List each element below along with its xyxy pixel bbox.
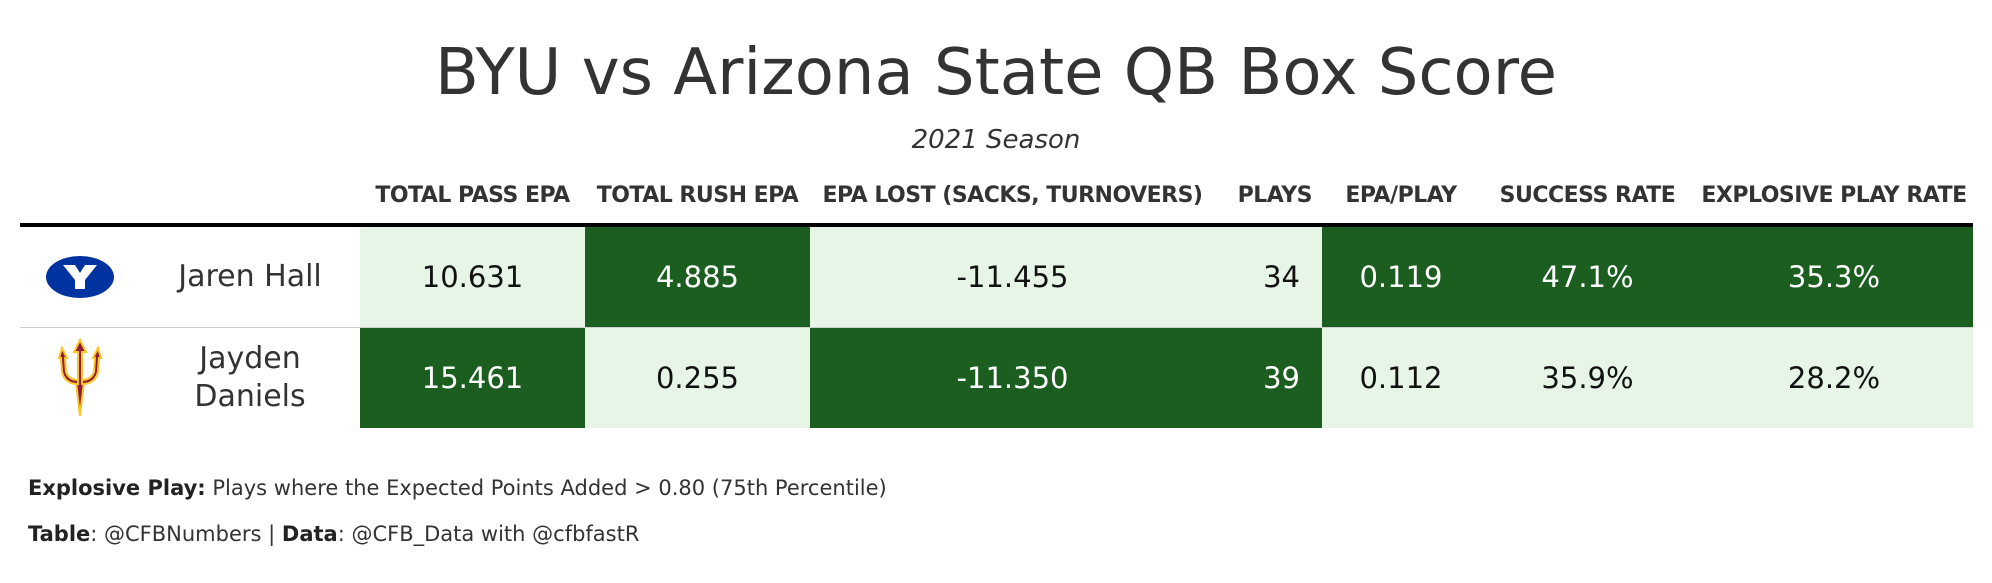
table-row: Jaren Hall 10.631 4.885 -11.455 34 0.119…: [20, 225, 1973, 328]
credits-data-value: : @CFB_Data with @cfbfastR: [337, 522, 640, 546]
header-epa-lost: EPA LOST (SACKS, TURNOVERS): [810, 180, 1215, 227]
player-name: Jayden Daniels: [194, 341, 306, 414]
team-logo-cell: [20, 328, 140, 429]
success-rate-cell: 35.9%: [1480, 327, 1695, 428]
player-name: Jaren Hall: [140, 225, 360, 328]
header-epa-per-play: EPA/PLAY: [1322, 180, 1480, 227]
header-total-pass-epa: TOTAL PASS EPA: [360, 180, 585, 227]
epa-lost-cell: -11.350: [810, 327, 1215, 428]
player-header: [140, 180, 360, 227]
credits-table-label: Table: [28, 522, 91, 546]
plays-cell: 39: [1215, 327, 1322, 428]
epa-lost-cell: -11.455: [810, 225, 1215, 328]
footnote-label: Explosive Play:: [28, 476, 206, 500]
success-rate-cell: 47.1%: [1480, 225, 1695, 328]
table-row: Jayden Daniels 15.461 0.255 -11.350 39 0…: [20, 327, 1973, 429]
footnote-text: Plays where the Expected Points Added > …: [205, 476, 887, 500]
pass-epa-cell: 15.461: [360, 327, 585, 428]
header-success-rate: SUCCESS RATE: [1480, 180, 1695, 227]
credits-data-label: Data: [281, 522, 338, 546]
logo-header: [20, 180, 140, 227]
rush-epa-cell: 4.885: [585, 225, 810, 328]
pass-epa-cell: 10.631: [360, 225, 585, 328]
rush-epa-cell: 0.255: [585, 327, 810, 428]
byu-logo-icon: [46, 256, 114, 298]
explosive-rate-cell: 35.3%: [1695, 225, 1973, 328]
epa-play-cell: 0.112: [1322, 327, 1480, 428]
header-row: TOTAL PASS EPA TOTAL RUSH EPA EPA LOST (…: [20, 180, 1973, 227]
epa-play-cell: 0.119: [1322, 225, 1480, 328]
chart-subtitle: 2021 Season: [911, 125, 1081, 155]
credits: Table: @CFBNumbers | Data: @CFB_Data wit…: [28, 522, 639, 546]
footnote: Explosive Play: Plays where the Expected…: [28, 476, 887, 500]
header-total-rush-epa: TOTAL RUSH EPA: [585, 180, 810, 227]
plays-cell: 34: [1215, 225, 1322, 328]
team-logo-cell: [20, 225, 140, 328]
header-explosive-play-rate: EXPLOSIVE PLAY RATE: [1695, 180, 1973, 227]
asu-pitchfork-icon: [57, 338, 103, 417]
credits-table-value: : @CFBNumbers |: [90, 522, 282, 546]
chart-title: BYU vs Arizona State QB Box Score: [435, 36, 1557, 110]
explosive-rate-cell: 28.2%: [1695, 327, 1973, 428]
header-plays: PLAYS: [1215, 180, 1322, 227]
qb-box-score-table: TOTAL PASS EPA TOTAL RUSH EPA EPA LOST (…: [20, 180, 1973, 428]
